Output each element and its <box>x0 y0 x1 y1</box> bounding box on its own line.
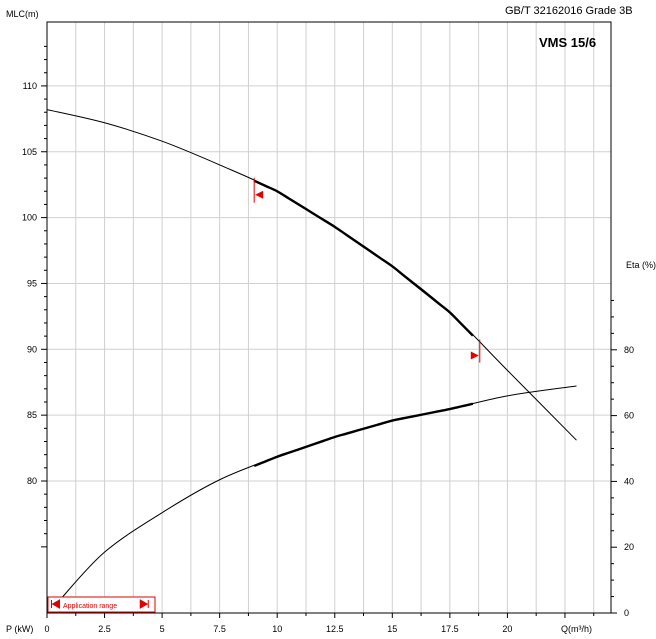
grid <box>47 22 611 613</box>
efficiency-curve <box>58 385 577 602</box>
power-axis-label: P (kW) <box>6 624 33 634</box>
x-axis-tick-label: 0 <box>44 624 49 634</box>
plot-frame <box>46 21 612 614</box>
operating-range-markers <box>253 177 481 363</box>
right-axis-tick-label: 20 <box>624 542 634 552</box>
left-axis-tick-label: 85 <box>27 410 37 420</box>
right-axis-tick-label: 0 <box>624 608 629 618</box>
x-axis-tick-label: 2.5 <box>98 624 111 634</box>
x-axis-tick-label: 20 <box>502 624 512 634</box>
head-curve <box>47 109 577 441</box>
x-axis-tick-label: 12.5 <box>326 624 344 634</box>
left-axis-tick-label: 80 <box>27 476 37 486</box>
left-axis-tick-label: 110 <box>23 81 37 91</box>
x-axis-ticks: 0 2.5 5 7.5 10 12.5 15 17.5 20 <box>44 613 595 634</box>
head-curve-operating-segment <box>253 179 474 337</box>
application-range-left-arrow-icon <box>51 599 60 609</box>
application-range-label: Application range <box>63 603 117 610</box>
left-axis-tick-label: 95 <box>27 278 37 288</box>
standard-label: GB/T 32162016 Grade 3B <box>505 5 633 17</box>
right-axis-title: Eta (%) <box>626 260 656 270</box>
min-flow-arrow-icon <box>255 190 264 199</box>
left-axis-ticks: 80 85 90 95 100 105 110 <box>22 45 47 548</box>
x-axis-tick-label: 5 <box>160 624 165 634</box>
application-range-frame <box>47 596 156 613</box>
max-flow-arrow-icon <box>470 351 479 360</box>
x-axis-tick-label: 7.5 <box>213 624 226 634</box>
curves <box>47 109 577 602</box>
model-label: VMS 15/6 <box>539 35 596 50</box>
application-range-box: Application range <box>47 596 156 613</box>
left-axis-tick-label: 105 <box>22 147 37 157</box>
efficiency-curve-operating-segment <box>253 402 474 468</box>
right-axis-ticks: 0 20 40 60 80 <box>611 299 634 618</box>
x-axis-tick-label: 10 <box>272 624 282 634</box>
left-axis-title: MLC(m) <box>6 9 39 19</box>
application-range-right-arrow-icon <box>139 599 149 609</box>
left-axis-tick-label: 90 <box>27 344 37 354</box>
right-axis-tick-label: 80 <box>624 345 634 355</box>
x-axis-tick-label: 17.5 <box>441 624 459 634</box>
left-axis-tick-label: 100 <box>22 213 37 223</box>
x-axis-title: Q(m³/h) <box>561 624 592 634</box>
right-axis-tick-label: 60 <box>624 411 634 421</box>
right-axis-tick-label: 40 <box>624 476 634 486</box>
x-axis-tick-label: 15 <box>387 624 397 634</box>
